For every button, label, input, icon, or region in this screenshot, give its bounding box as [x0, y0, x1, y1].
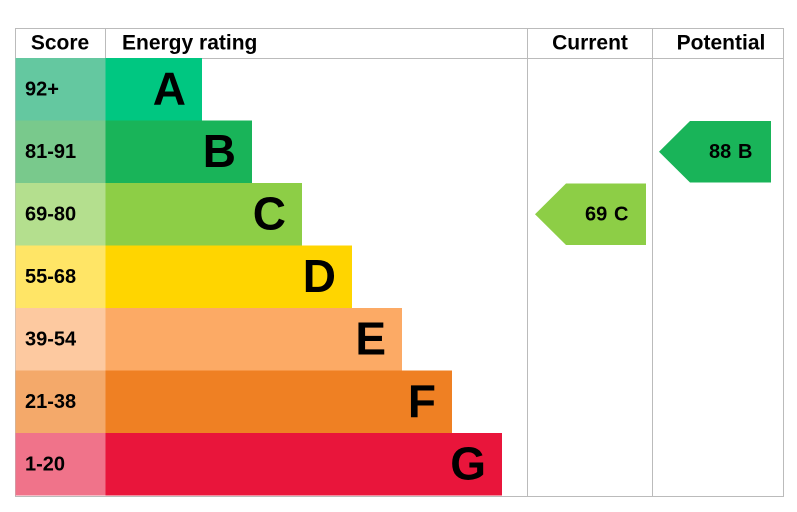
- potential-letter: B: [738, 141, 752, 163]
- rating-letter: A: [153, 62, 186, 114]
- score-cell: [15, 245, 106, 308]
- score-header: Score: [31, 32, 89, 55]
- rating-bar: [105, 433, 502, 496]
- score-label: 1-20: [25, 454, 65, 476]
- rating-bar: [105, 183, 302, 246]
- score-cell: [15, 433, 106, 496]
- score-label: 21-38: [25, 391, 76, 413]
- rating-letter: G: [450, 437, 486, 489]
- rating-bar: [105, 308, 402, 371]
- rating-letter: C: [253, 187, 286, 239]
- score-cell: [15, 308, 106, 371]
- rating-bar: [105, 370, 452, 433]
- rating-bar: [105, 120, 252, 183]
- current-header: Current: [552, 32, 628, 55]
- potential-value: 88: [709, 141, 731, 163]
- score-cell: [15, 58, 106, 121]
- potential-header: Potential: [677, 32, 766, 55]
- potential-arrow: [659, 121, 771, 183]
- score-cell: [15, 120, 106, 183]
- score-cell: [15, 370, 106, 433]
- current-letter: C: [614, 204, 628, 226]
- rating-letter: B: [203, 125, 236, 177]
- rating-letter: F: [408, 375, 436, 427]
- current-value: 69: [585, 204, 607, 226]
- current-arrow: [535, 183, 646, 245]
- score-label: 39-54: [25, 329, 77, 351]
- score-label: 69-80: [25, 204, 76, 226]
- rating-letter: E: [355, 312, 386, 364]
- score-label: 81-91: [25, 141, 76, 163]
- score-label: 55-68: [25, 266, 76, 288]
- rating-bar: [105, 245, 352, 308]
- score-cell: [15, 183, 106, 246]
- rating-bar: [105, 58, 202, 121]
- rating-letter: D: [303, 250, 336, 302]
- rating-header: Energy rating: [122, 32, 257, 55]
- score-label: 92+: [25, 79, 59, 101]
